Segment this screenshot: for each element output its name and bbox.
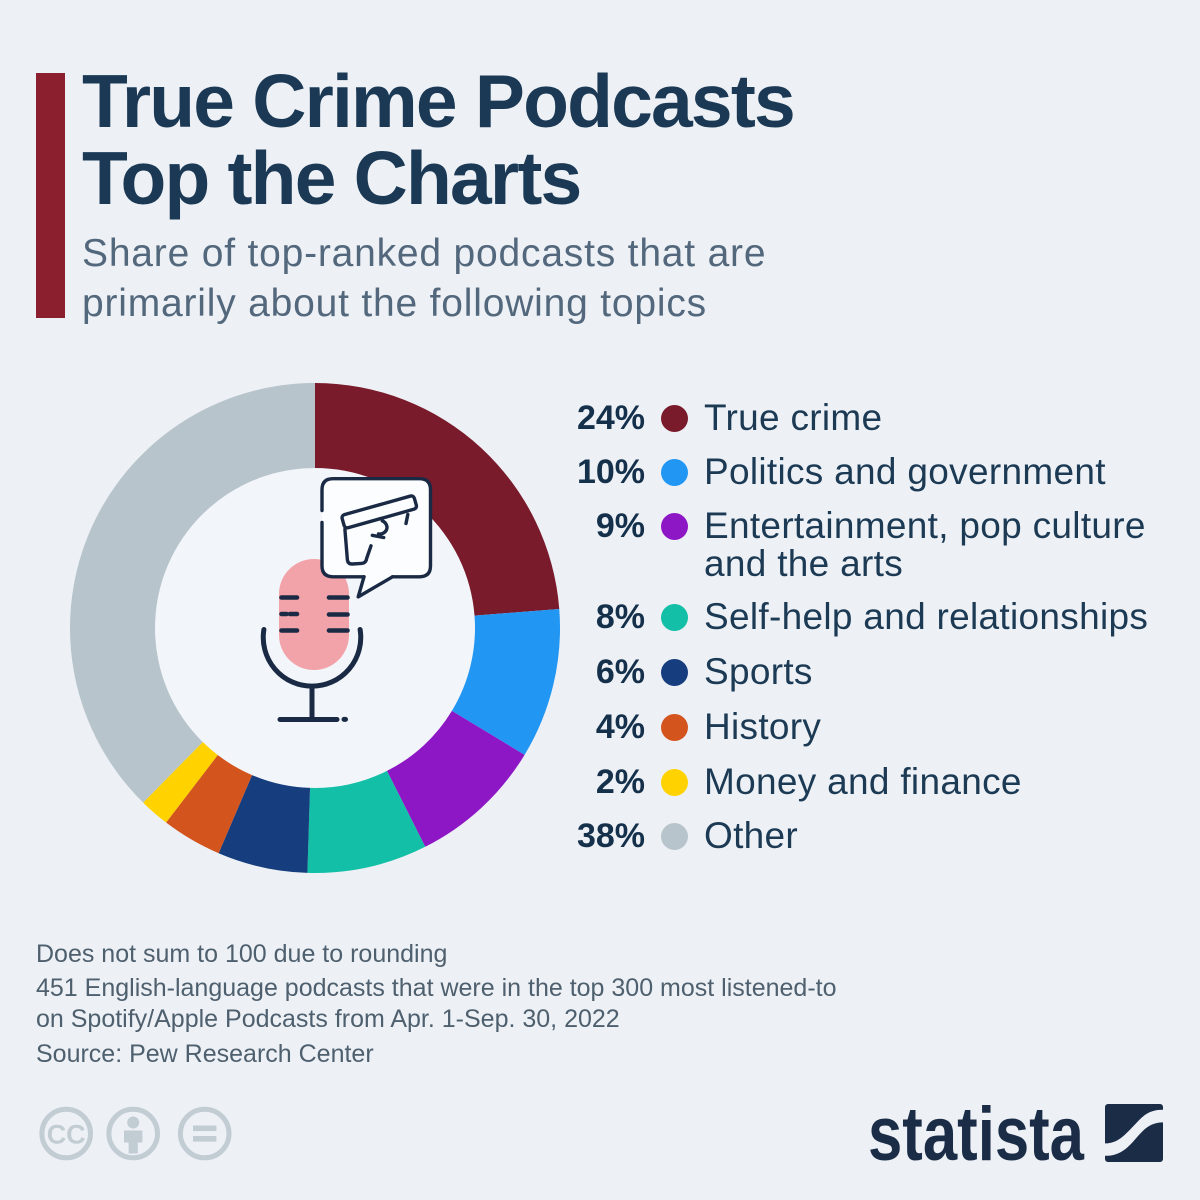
svg-text:CC: CC	[47, 1120, 86, 1150]
svg-text:statista: statista	[868, 1098, 1085, 1168]
